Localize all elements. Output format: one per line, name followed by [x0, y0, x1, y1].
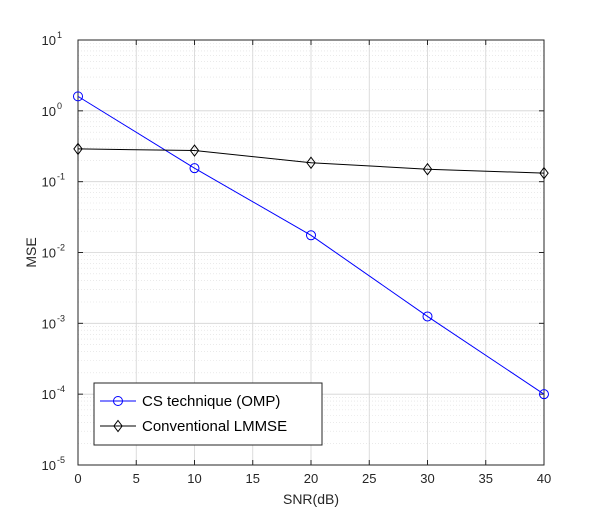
data-point-circle — [73, 91, 83, 102]
x-tick-label: 35 — [479, 471, 493, 486]
legend: CS technique (OMP) Conventional LMMSE — [93, 382, 323, 446]
y-tick-exponent: -5 — [57, 455, 65, 465]
data-point-diamond — [189, 144, 200, 157]
legend-entry-cs-omp: CS technique (OMP) — [100, 393, 280, 410]
data-point-circle — [306, 230, 316, 241]
y-tick-label: 10 — [42, 33, 56, 48]
series-line — [77, 148, 545, 174]
y-tick-exponent: -1 — [57, 172, 65, 182]
data-point-diamond — [539, 166, 549, 180]
x-tick-label: 40 — [537, 471, 551, 486]
legend-box — [93, 382, 323, 446]
legend-diamond-marker — [113, 419, 123, 433]
x-axis-title: SNR(dB) — [283, 491, 339, 507]
data-point-circle — [422, 311, 433, 322]
y-tick-label: 10 — [42, 387, 56, 402]
y-tick-exponent: -2 — [57, 243, 65, 253]
x-tick-label: 5 — [133, 471, 140, 486]
y-tick-label: 10 — [42, 246, 56, 261]
y-tick-exponent: 1 — [57, 30, 62, 40]
data-point-diamond — [306, 156, 316, 170]
x-tick-label: 0 — [74, 471, 81, 486]
legend-circle-marker — [113, 396, 123, 406]
y-tick-label: 10 — [42, 458, 56, 473]
data-point-diamond — [422, 162, 433, 176]
legend-label: CS technique (OMP) — [142, 393, 280, 410]
x-tick-label: 20 — [304, 471, 318, 486]
x-tick-label: 15 — [246, 471, 260, 486]
legend-label: Conventional LMMSE — [142, 418, 287, 435]
data-series — [73, 91, 549, 400]
y-tick-label: 10 — [42, 175, 56, 190]
y-tick-label: 10 — [42, 316, 56, 331]
x-tick-label: 30 — [420, 471, 434, 486]
y-tick-exponent: -4 — [57, 384, 65, 394]
x-tick-label: 10 — [187, 471, 201, 486]
series-line — [77, 95, 545, 395]
data-point-circle — [539, 389, 549, 400]
y-tick-exponent: -3 — [57, 313, 65, 323]
data-point-diamond — [73, 142, 83, 156]
y-axis-title: MSE — [23, 237, 39, 267]
legend-entry-lmmse: Conventional LMMSE — [100, 418, 287, 435]
y-tick-label: 10 — [42, 104, 56, 119]
y-tick-exponent: 0 — [57, 101, 62, 111]
x-tick-label: 25 — [362, 471, 376, 486]
data-point-circle — [189, 163, 200, 174]
